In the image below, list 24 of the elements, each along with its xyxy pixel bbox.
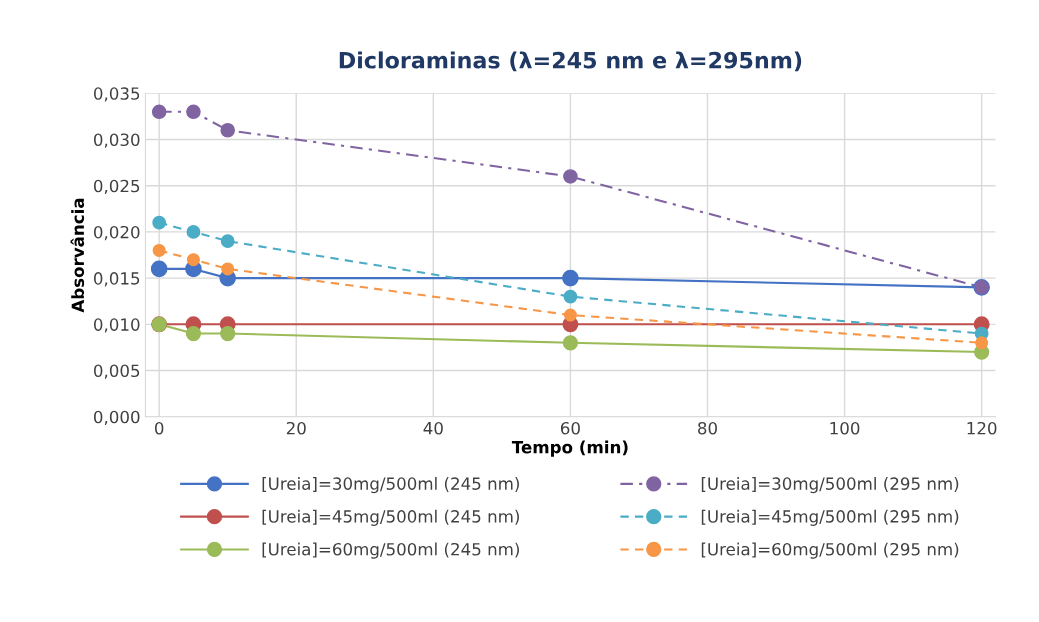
y-tick-label: 0,035 (93, 87, 140, 102)
legend-label: [Ureia]=60mg/500ml (295 nm) (701, 542, 959, 559)
y-tick-label: 0,010 (93, 318, 140, 333)
x-tick-label: 0 (154, 421, 164, 435)
x-tick-label: 100 (830, 421, 860, 435)
legend-label: [Ureia]=30mg/500ml (295 nm) (701, 477, 959, 494)
x-tick-label: 60 (560, 421, 580, 435)
y-tick-label: 0,020 (93, 225, 140, 241)
chart-title: Dicloraminas (λ=245 nm e λ=295nm) (339, 51, 802, 72)
x-tick-label: 80 (698, 421, 717, 435)
y-axis-title: Absorvância (70, 198, 85, 313)
x-tick-label: 40 (423, 421, 443, 435)
legend-label: [Ureia]=45mg/500ml (245 nm) (262, 509, 519, 526)
x-axis-title: Tempo (min) (511, 440, 628, 457)
y-tick-label: 0,015 (93, 272, 140, 287)
x-tick-label: 20 (286, 421, 306, 435)
legend-label: [Ureia]=60mg/500ml (245 nm) (262, 542, 519, 559)
legend-label: [Ureia]=30mg/500ml (245 nm) (262, 477, 519, 494)
y-tick-label: 0,030 (93, 133, 140, 148)
x-tick-label: 120 (967, 421, 997, 435)
y-tick-label: 0,025 (93, 179, 140, 194)
legend-label: [Ureia]=45mg/500ml (295 nm) (701, 509, 959, 526)
y-tick-label: 0,000 (93, 410, 140, 426)
y-tick-label: 0,005 (93, 364, 140, 379)
